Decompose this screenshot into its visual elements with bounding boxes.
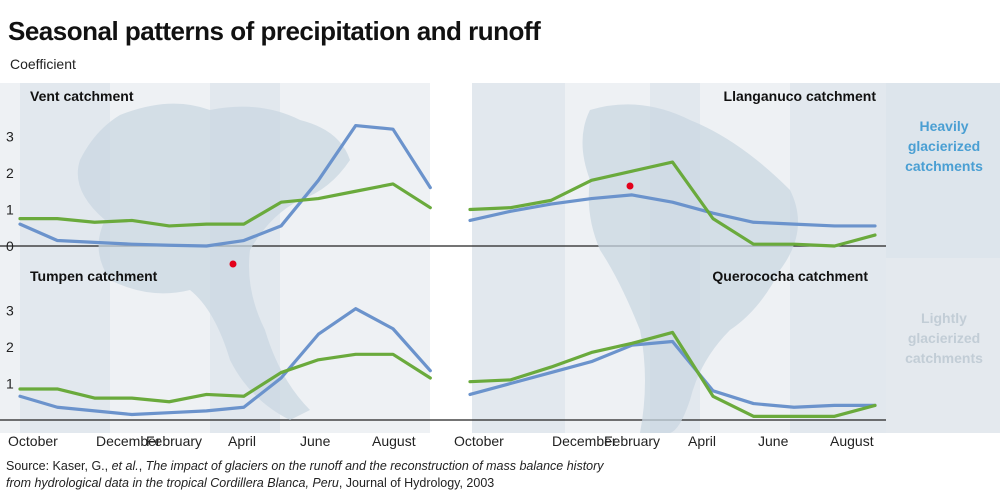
tumpen-catchment-panel <box>18 307 432 417</box>
map-europe <box>77 103 351 421</box>
vent-catchment-blue-line <box>18 123 432 248</box>
vent-catchment-y-tick: 1 <box>6 202 14 218</box>
season-band <box>472 83 565 433</box>
tumpen-catchment-y-tick: 1 <box>6 376 14 392</box>
chart-title: Seasonal patterns of precipitation and r… <box>8 16 541 46</box>
llanganuco-catchment-green-line <box>468 160 877 248</box>
light-label-line: Lightly <box>921 310 967 326</box>
heavy-label-line: Heavily <box>919 118 968 134</box>
llanganuco-catchment-title: Llanganuco catchment <box>724 88 877 104</box>
llanganuco-catchment-blue-line <box>468 193 877 228</box>
x-tick-left: April <box>228 433 256 449</box>
x-tick-right: August <box>830 433 874 449</box>
location-marker-europe <box>229 260 237 268</box>
source-note: Source: Kaser, G., et al., The impact of… <box>6 458 606 492</box>
x-tick-left: February <box>146 433 202 449</box>
x-tick-right: April <box>688 433 716 449</box>
heavy-label-line: glacierized <box>908 138 980 154</box>
source-journal: , Journal of Hydrology, 2003 <box>338 476 495 490</box>
vent-catchment-y-tick: 0 <box>6 238 14 254</box>
source-prefix: Source: Kaser, G., <box>6 459 112 473</box>
x-tick-right: June <box>758 433 789 449</box>
x-tick-left: August <box>372 433 416 449</box>
querococha-catchment-panel <box>468 330 877 418</box>
chart-labels: Vent catchment 0 1 2 3 Llanganuco catchment Tu… <box>6 88 983 449</box>
chart-lines <box>18 123 877 418</box>
x-tick-right: February <box>604 433 660 449</box>
querococha-catchment-title: Querococha catchment <box>712 268 868 284</box>
x-tick-left: October <box>8 433 58 449</box>
heavy-label-line: catchments <box>905 158 983 174</box>
source-sep: , <box>138 459 146 473</box>
x-tick-left: December <box>96 433 161 449</box>
light-label-line: catchments <box>905 350 983 366</box>
x-tick-right: October <box>454 433 504 449</box>
tumpen-catchment-y-tick: 2 <box>6 339 14 355</box>
heavy-band <box>886 83 1000 258</box>
map-south-america <box>582 104 798 433</box>
x-tick-left: June <box>300 433 331 449</box>
querococha-catchment-blue-line <box>468 339 877 409</box>
map-background <box>77 103 798 433</box>
chart-subtitle: Coefficient <box>10 56 76 72</box>
vent-catchment-green-line <box>18 182 432 228</box>
vent-catchment-y-tick: 2 <box>6 165 14 181</box>
tumpen-catchment-blue-line <box>18 307 432 417</box>
source-paper: The impact of glaciers on the runoff and… <box>6 459 604 490</box>
season-band <box>790 83 886 433</box>
tumpen-catchment-y-tick: 3 <box>6 303 14 319</box>
vent-catchment-title: Vent catchment <box>30 88 134 104</box>
panel-gap <box>430 83 472 433</box>
location-marker-peru <box>626 182 634 190</box>
vent-catchment-y-tick: 3 <box>6 129 14 145</box>
light-label-line: glacierized <box>908 330 980 346</box>
source-etal: et al. <box>111 459 139 473</box>
tumpen-catchment-title: Tumpen catchment <box>30 268 158 284</box>
x-tick-right: December <box>552 433 617 449</box>
vent-catchment-panel <box>18 123 432 248</box>
tumpen-catchment-green-line <box>18 352 432 404</box>
llanganuco-catchment-panel <box>468 160 877 248</box>
querococha-catchment-green-line <box>468 330 877 418</box>
